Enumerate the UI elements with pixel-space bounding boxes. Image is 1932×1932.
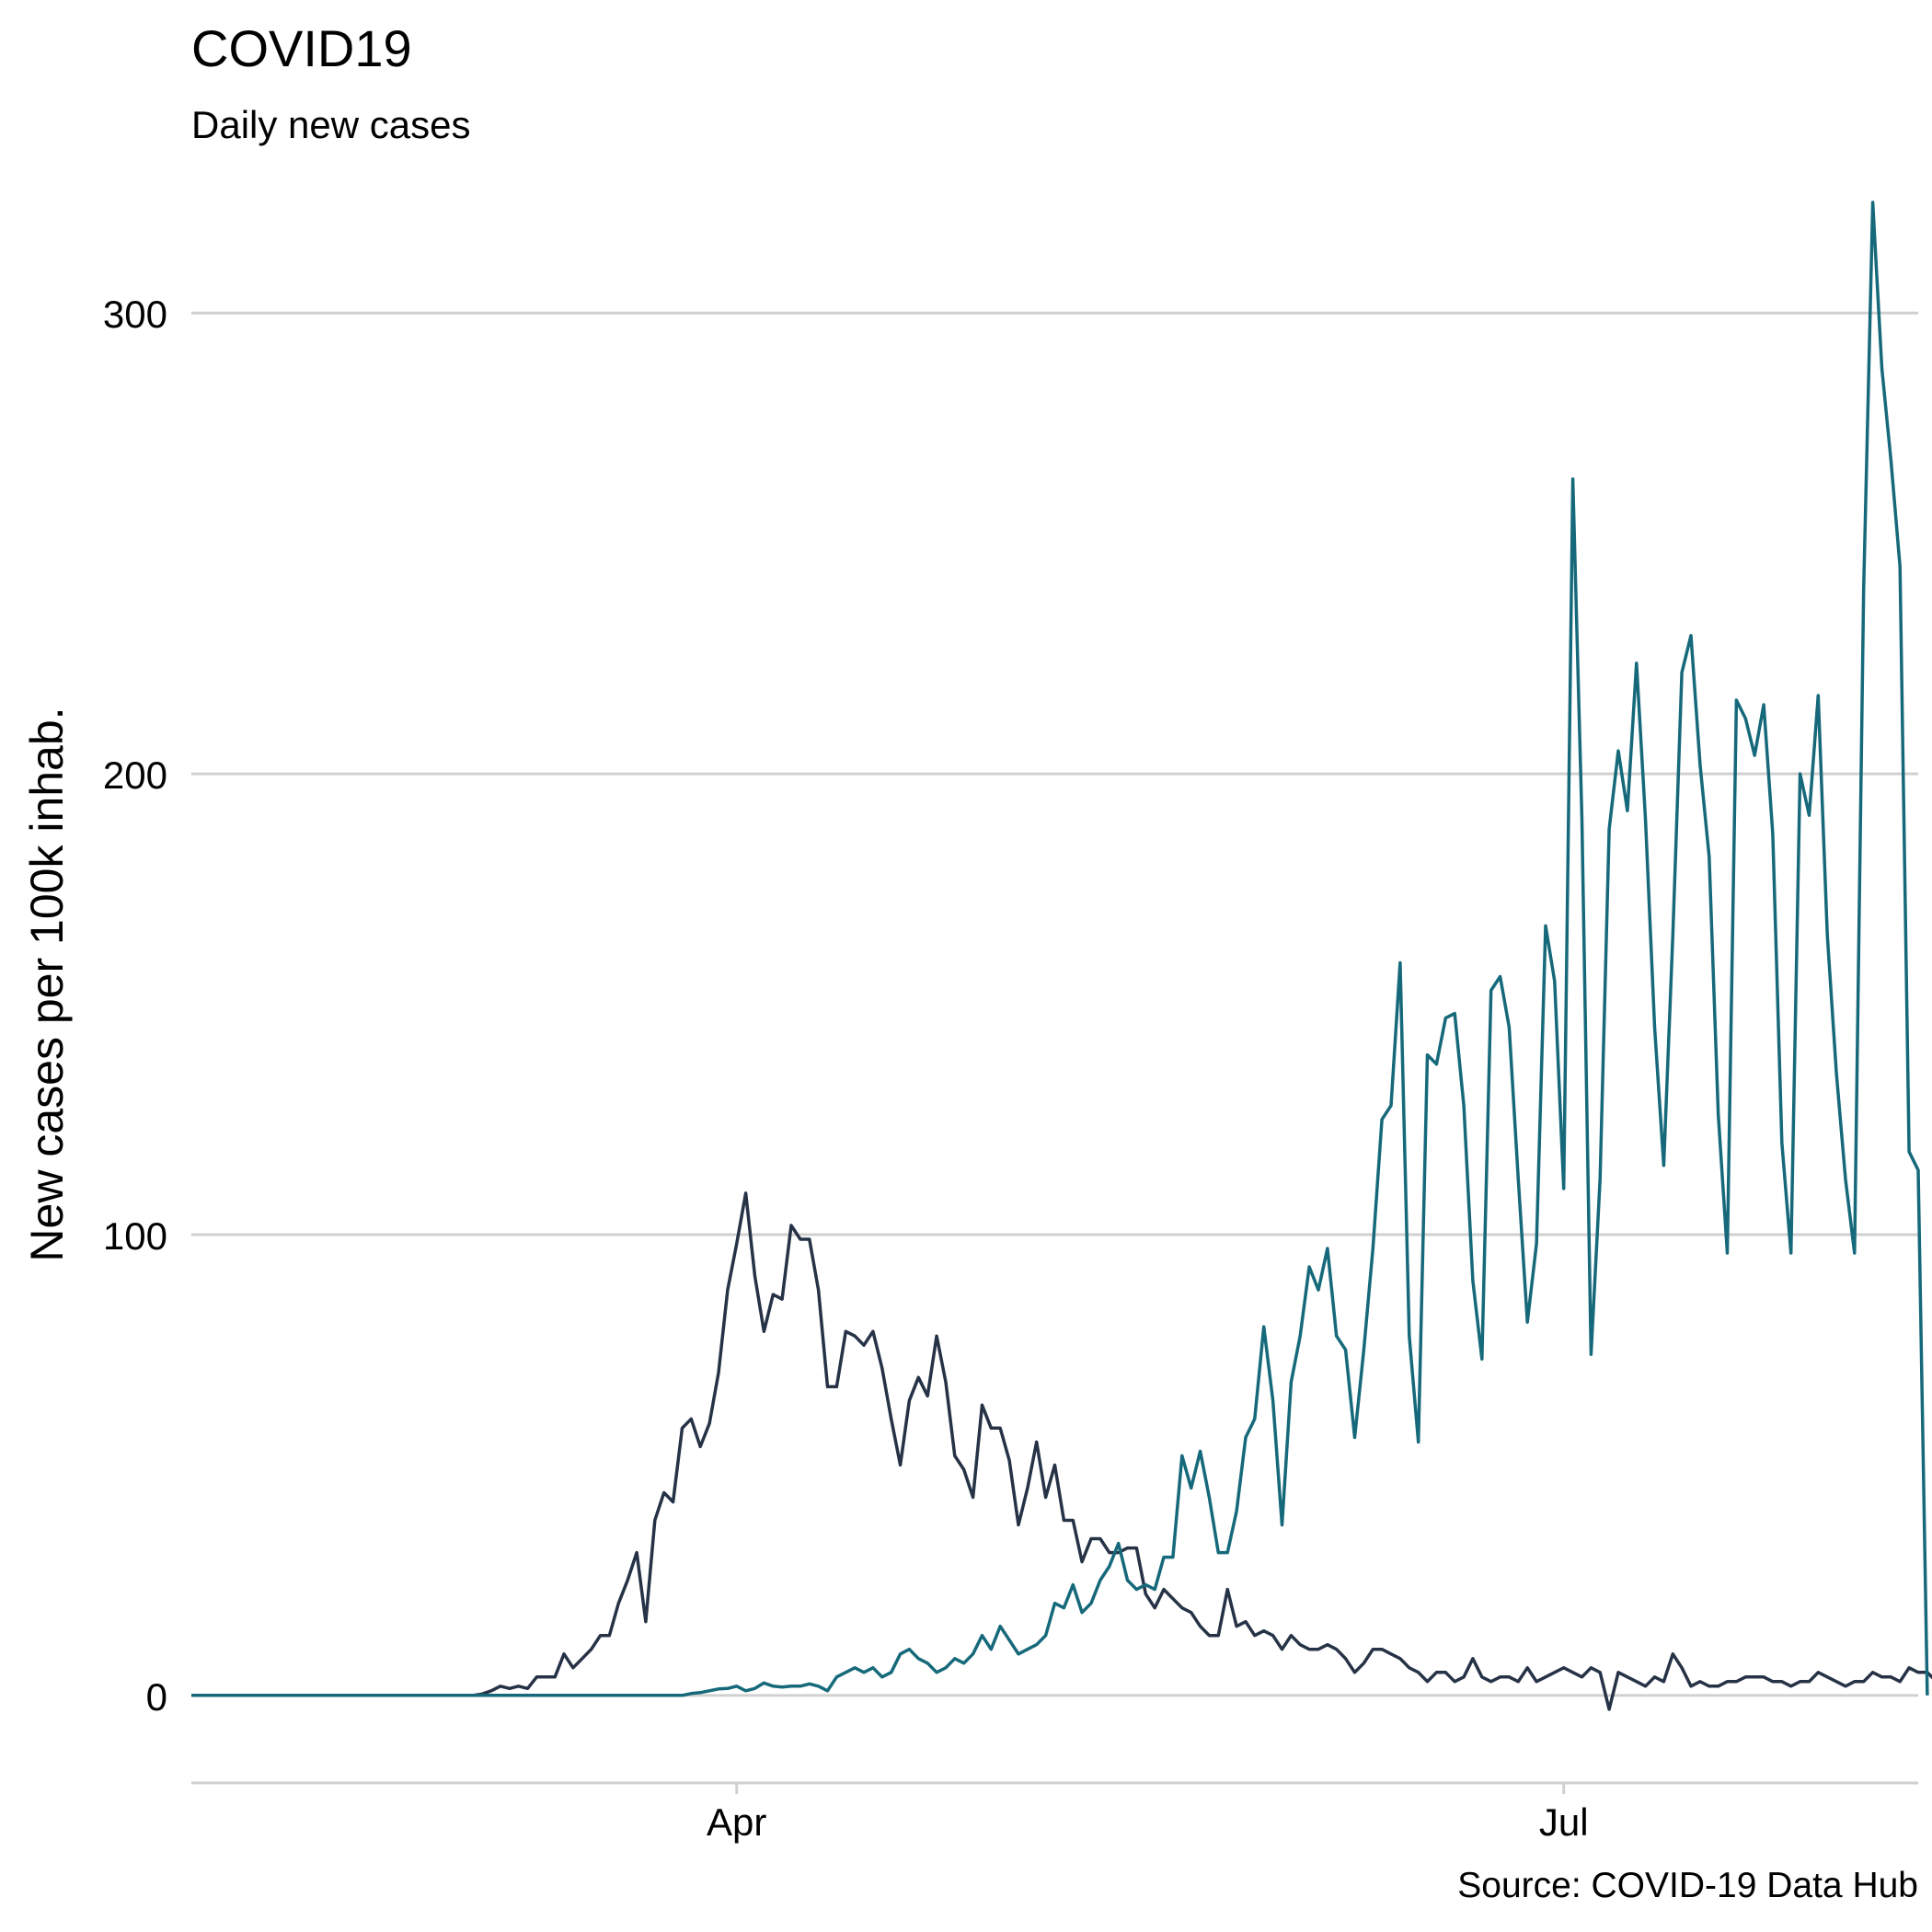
gridlines — [191, 313, 1918, 1696]
x-axis-ticks: Apr Jul — [707, 1783, 1589, 1844]
series-line-1 — [191, 1193, 1932, 1709]
series-line-2 — [191, 202, 1927, 1696]
y-tick-label: 0 — [146, 1675, 167, 1719]
x-tick-label: Jul — [1539, 1800, 1589, 1844]
y-tick-label: 100 — [103, 1214, 167, 1258]
series-lines — [191, 202, 1932, 1709]
source-caption: Source: COVID-19 Data Hub — [1457, 1866, 1918, 1906]
x-tick-label: Apr — [707, 1800, 766, 1844]
y-tick-label: 200 — [103, 753, 167, 797]
y-axis-ticks: 0 100 200 300 — [103, 293, 167, 1719]
y-axis-label: New cases per 100k inhab. — [21, 707, 73, 1261]
y-tick-label: 300 — [103, 293, 167, 336]
